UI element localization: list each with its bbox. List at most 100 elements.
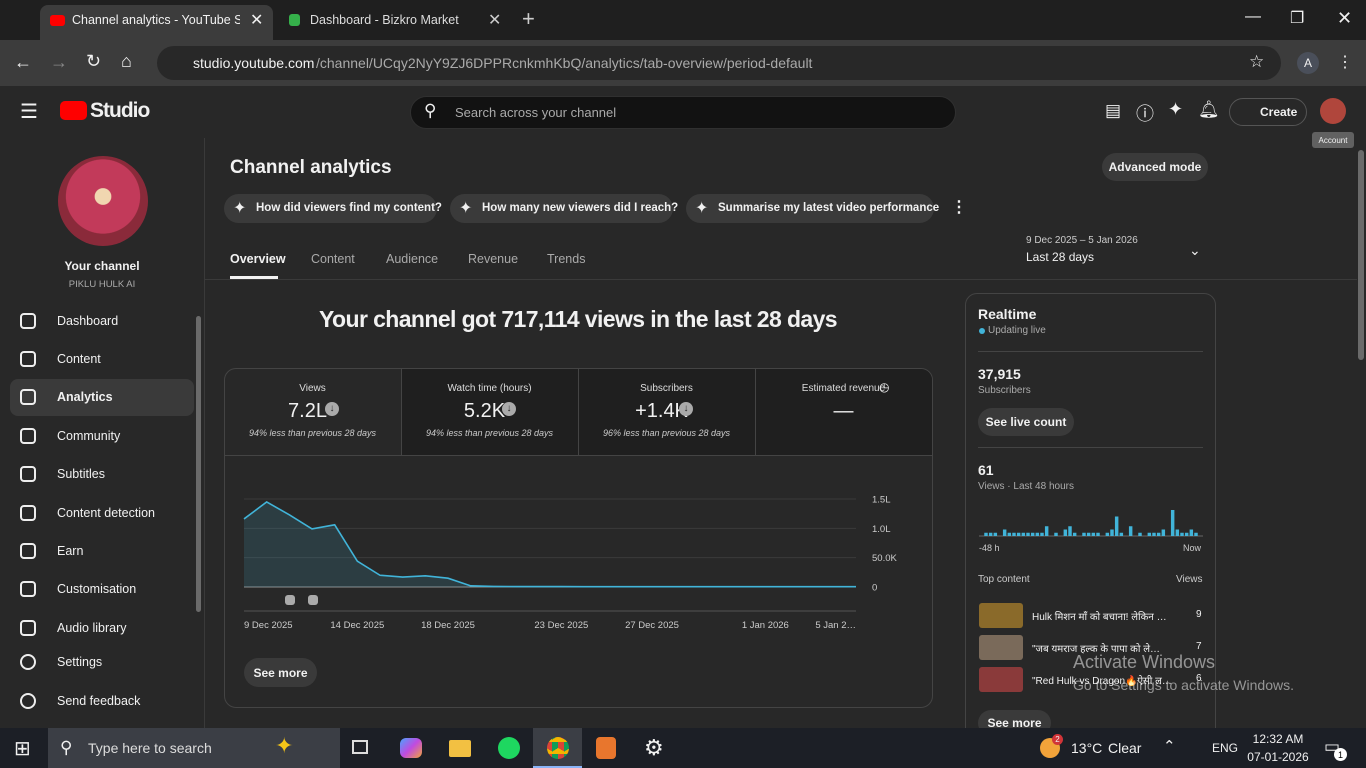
metric-value[interactable]: +1.4K xyxy=(635,400,688,422)
prompt-chip[interactable] xyxy=(450,194,673,223)
tray-chevron[interactable]: ⌃ xyxy=(1163,738,1176,755)
url-path: /channel/UCqy2NyY9ZJ6DPPRcnkmhKbQ/analyt… xyxy=(316,55,813,71)
app-fl[interactable] xyxy=(596,737,616,759)
taskbar-search[interactable] xyxy=(48,728,340,768)
nav-icon xyxy=(20,351,36,367)
metric-value[interactable]: 7.2L xyxy=(288,400,327,422)
menu[interactable]: ⋮ xyxy=(1337,54,1353,71)
thumbnail[interactable] xyxy=(979,667,1023,692)
nav-item[interactable]: Settings xyxy=(57,655,103,669)
item-views: 9 xyxy=(1196,609,1202,620)
nav-item[interactable]: Customisation xyxy=(57,582,137,596)
forward[interactable]: → xyxy=(50,52,68,72)
nav-icon xyxy=(20,505,36,521)
live-dot xyxy=(979,328,985,334)
nav-item[interactable]: Audio library xyxy=(57,621,127,635)
app-settings[interactable]: ⚙ xyxy=(644,735,664,760)
metric-value[interactable]: 5.2K xyxy=(463,400,506,422)
search-icon: ⚲ xyxy=(424,101,437,120)
item-title[interactable]: "जब यमराज हल्क के पापा को ले… xyxy=(1032,644,1160,655)
channel-avatar[interactable] xyxy=(58,156,148,246)
search-box[interactable] xyxy=(410,96,956,129)
metrics-bottom xyxy=(225,455,932,456)
metric-divider xyxy=(401,369,402,455)
taskbar-search-text: Type here to search xyxy=(88,740,212,756)
language[interactable]: ENG xyxy=(1212,741,1239,755)
see-live-label: See live count xyxy=(985,415,1067,429)
item-title[interactable]: "Red Hulk vs Dragon🔥ऐसी ल… xyxy=(1032,676,1172,687)
sparkle-icon[interactable]: ✦ xyxy=(1168,99,1184,119)
create-button[interactable] xyxy=(1229,98,1307,126)
thumbnail[interactable] xyxy=(979,635,1023,660)
see-live-count[interactable]: See live count xyxy=(978,408,1074,436)
omnibox[interactable] xyxy=(157,46,1281,80)
temperature: 13°C xyxy=(1071,740,1103,756)
nav-item[interactable]: Subtitles xyxy=(57,467,105,481)
hamburger[interactable]: ☰ xyxy=(20,101,38,123)
prompt-chip[interactable] xyxy=(686,194,934,223)
close-window[interactable]: ✕ xyxy=(1337,8,1353,28)
metric-arrow: ↓ xyxy=(502,402,516,416)
clock-time[interactable]: 12:32 AM xyxy=(1252,732,1304,746)
back[interactable]: ← xyxy=(14,52,32,72)
nav-item[interactable]: Content detection xyxy=(57,506,155,520)
tab[interactable]: Audience xyxy=(386,252,439,266)
feedback-icon[interactable]: ▤ xyxy=(1105,101,1122,120)
profile-avatar[interactable]: A xyxy=(1297,52,1319,74)
tab-close[interactable]: ✕ xyxy=(488,12,502,29)
axis-start: -48 h xyxy=(979,543,1000,553)
subscriber-count: 37,915 xyxy=(978,366,1021,382)
metric-label: Estimated revenue xyxy=(801,383,886,394)
page-scrollbar xyxy=(1358,150,1364,360)
profile-initial: A xyxy=(1303,56,1312,70)
nav-item[interactable]: Earn xyxy=(57,544,84,558)
page-title: Channel analytics xyxy=(230,157,392,178)
period-label[interactable]: Last 28 days xyxy=(1026,250,1095,264)
new-tab[interactable]: + xyxy=(522,6,535,31)
app-spotify[interactable] xyxy=(498,737,520,759)
more-menu[interactable]: ⋮ xyxy=(951,199,967,216)
metric-value[interactable]: — xyxy=(833,400,854,422)
prompt-text: How did viewers find my content? xyxy=(256,202,442,214)
tab[interactable]: Overview xyxy=(230,252,286,266)
star[interactable]: ☆ xyxy=(1249,52,1265,71)
nav-item[interactable]: Send feedback xyxy=(57,694,141,708)
see-more[interactable]: See more xyxy=(244,658,317,687)
app-explorer[interactable] xyxy=(449,740,471,757)
nav-item[interactable]: Content xyxy=(57,352,101,366)
period-range: 9 Dec 2025 – 5 Jan 2026 xyxy=(1026,235,1138,246)
taskbar-search-icon: ⚲ xyxy=(60,738,73,757)
minimize[interactable]: — xyxy=(1245,8,1261,25)
yt-favicon xyxy=(50,15,65,26)
clock-date[interactable]: 07-01-2026 xyxy=(1247,750,1309,764)
nav-item[interactable]: Community xyxy=(57,429,121,443)
start[interactable]: ⊞ xyxy=(14,738,31,760)
metric-note: 94% less than previous 28 days xyxy=(425,428,554,438)
home[interactable]: ⌂ xyxy=(121,51,132,71)
bell-icon[interactable]: 🔔︎ xyxy=(1198,100,1220,119)
app-task-view[interactable] xyxy=(352,740,368,754)
reload[interactable]: ↻ xyxy=(86,51,102,71)
restore[interactable]: ❐ xyxy=(1290,10,1305,27)
nav-item[interactable]: Dashboard xyxy=(57,314,119,328)
prompt-text: Summarise my latest video performance xyxy=(718,202,940,214)
help-icon[interactable]: ⓘ xyxy=(1136,104,1154,124)
tab-title[interactable]: Dashboard - Bizkro Market xyxy=(310,13,459,27)
app-copilot[interactable] xyxy=(400,738,422,758)
account-avatar[interactable] xyxy=(1320,98,1346,124)
advanced-mode[interactable]: Advanced mode xyxy=(1102,153,1208,181)
nav-icon xyxy=(20,428,36,444)
tab-close[interactable]: ✕ xyxy=(250,12,264,29)
tab[interactable]: Revenue xyxy=(468,252,519,266)
item-title[interactable]: Hulk मिशन माँ को बचाना! लेकिन … xyxy=(1032,612,1167,623)
tab[interactable]: Content xyxy=(311,252,355,266)
tab[interactable]: Trends xyxy=(547,252,586,266)
nav-icon xyxy=(20,693,36,709)
prompt-chip[interactable] xyxy=(224,194,437,223)
period-chevron[interactable]: ⌄ xyxy=(1189,242,1201,258)
thumbnail[interactable] xyxy=(979,603,1023,628)
logo-text: Studio xyxy=(90,99,150,122)
nav-item[interactable]: Analytics xyxy=(57,390,113,404)
tab-active[interactable] xyxy=(40,5,273,40)
